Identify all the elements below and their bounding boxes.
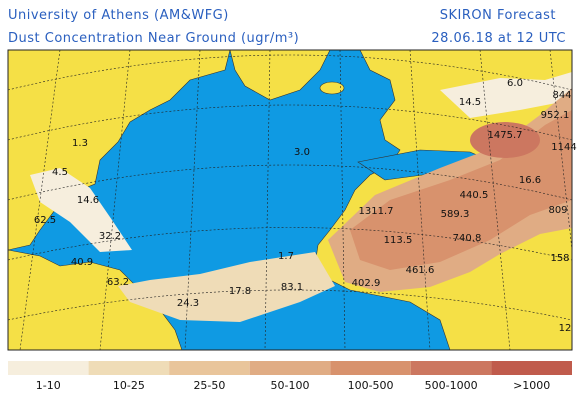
map-value-label: 740.8 <box>453 233 482 244</box>
legend-label: 500-1000 <box>425 379 478 392</box>
legend-label: 1-10 <box>36 379 61 392</box>
legend-swatch <box>410 361 492 375</box>
dust-core <box>470 122 540 158</box>
map-value-label: 14.5 <box>459 97 481 108</box>
legend-label: 100-500 <box>348 379 394 392</box>
map-value-label: 17.8 <box>229 286 251 297</box>
legend-label: 50-100 <box>271 379 310 392</box>
map-value-label: 3.0 <box>294 147 310 158</box>
map-value-label: 14.6 <box>77 195 99 206</box>
map-frame <box>7 49 573 351</box>
header-title: University of Athens (AM&WFG) <box>8 8 229 23</box>
legend-swatch <box>8 361 89 375</box>
dust-plume <box>118 252 335 322</box>
map-value-label: 12 <box>559 323 572 334</box>
legend-swatch <box>330 361 411 375</box>
map-value-label: 32.2 <box>99 231 121 242</box>
map-value-label: 440.5 <box>460 190 489 201</box>
map-value-label: 952.1 <box>541 110 570 121</box>
map-value-label: 63.2 <box>107 277 129 288</box>
map-value-label: 1.7 <box>278 251 294 262</box>
legend-label: 25-50 <box>193 379 225 392</box>
legend-swatch <box>249 361 331 375</box>
map-value-label: 16.6 <box>519 175 541 186</box>
map-value-label: 6.0 <box>507 78 523 89</box>
map <box>8 50 572 350</box>
header-date: 28.06.18 at 12 UTC <box>431 31 566 46</box>
land <box>319 81 345 95</box>
map-value-label: 40.9 <box>71 257 93 268</box>
map-value-label: 461.6 <box>406 265 435 276</box>
map-value-label: 1311.7 <box>359 206 394 217</box>
map-value-label: 83.1 <box>281 282 303 293</box>
legend-swatch <box>491 361 572 375</box>
map-value-label: 809 <box>548 205 567 216</box>
map-value-label: 1475.7 <box>488 130 523 141</box>
map-value-label: 158 <box>550 253 569 264</box>
legend-label: >1000 <box>513 379 550 392</box>
map-value-label: 844 <box>552 90 571 101</box>
legend-swatch <box>169 361 250 375</box>
map-value-label: 113.5 <box>384 235 413 246</box>
map-value-label: 1.3 <box>72 138 88 149</box>
graticule <box>8 54 572 321</box>
map-value-label: 402.9 <box>352 278 381 289</box>
dust-plume <box>440 72 572 118</box>
map-value-label: 62.5 <box>34 215 56 226</box>
map-value-label: 1144 <box>551 142 576 153</box>
legend-swatch <box>88 361 170 375</box>
map-value-label: 4.5 <box>52 167 68 178</box>
header-variable: Dust Concentration Near Ground (ugr/m³) <box>8 31 299 46</box>
land <box>229 50 331 101</box>
map-value-label: 589.3 <box>441 209 470 220</box>
legend-label: 10-25 <box>113 379 145 392</box>
map-value-label: 24.3 <box>177 298 199 309</box>
header-product: SKIRON Forecast <box>440 8 556 23</box>
